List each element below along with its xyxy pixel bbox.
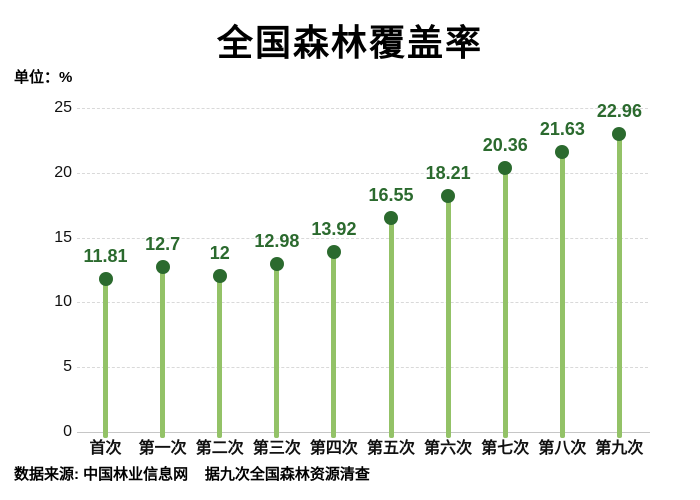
x-tick-label: 第五次 [367, 440, 416, 457]
data-value-label: 18.21 [425, 162, 471, 183]
y-tick-label: 0 [63, 423, 72, 440]
lollipop-dot [612, 127, 627, 142]
lollipop-dot [155, 260, 170, 275]
gridline [77, 172, 648, 174]
lollipop-stem [388, 215, 394, 438]
data-value-label: 12.7 [145, 234, 181, 255]
lollipop-dot [384, 210, 399, 225]
y-tick-label: 10 [54, 293, 72, 311]
lollipop-stem [217, 274, 223, 438]
x-tick-label: 第七次 [481, 440, 530, 457]
data-value-label: 12 [209, 243, 230, 264]
x-tick-label: 首次 [89, 440, 122, 457]
x-tick-label: 第九次 [595, 440, 644, 457]
y-tick-label: 20 [54, 163, 72, 181]
lollipop-stem [160, 265, 166, 438]
x-tick-label: 第八次 [538, 440, 587, 457]
lollipop-stem [502, 166, 508, 438]
data-value-label: 11.81 [83, 245, 128, 266]
lollipop-dot [326, 244, 341, 259]
gridline [77, 302, 648, 304]
x-tick-label: 第三次 [252, 440, 301, 457]
y-tick-label: 25 [54, 99, 72, 116]
lollipop-dot [212, 269, 227, 284]
y-tick-label: 15 [54, 228, 72, 246]
lollipop-stem [331, 249, 337, 438]
lollipop-dot [555, 144, 570, 159]
lollipop-stem [274, 261, 280, 438]
x-tick-label: 第二次 [195, 440, 244, 457]
gridline [77, 237, 648, 239]
lollipop-stem [559, 149, 565, 438]
x-tick-label: 第六次 [424, 440, 473, 457]
data-value-label: 16.55 [368, 184, 414, 205]
x-tick-label: 第一次 [138, 440, 187, 457]
x-tick-label: 第四次 [309, 440, 358, 457]
lollipop-dot [269, 256, 284, 271]
y-tick-label: 5 [63, 358, 72, 376]
gridline [77, 108, 648, 109]
gridline [77, 367, 648, 369]
lollipop-stem [103, 276, 109, 438]
lollipop-dot [98, 271, 113, 286]
chart-title: 全国森林覆盖率 [216, 22, 483, 63]
lollipop-dot [498, 161, 513, 176]
x-axis-line [77, 432, 650, 433]
lollipop-stem [616, 132, 622, 438]
lollipop-dot [441, 188, 456, 203]
data-value-label: 13.92 [311, 218, 357, 239]
source-note: 数据来源: 中国林业信息网 据九次全国森林资源清查 [14, 466, 370, 483]
data-value-label: 21.63 [539, 118, 585, 139]
unit-label: 单位：% [14, 69, 73, 86]
data-value-label: 20.36 [482, 135, 528, 156]
data-value-label: 12.98 [254, 230, 300, 251]
lollipop-stem [445, 193, 451, 438]
data-value-label: 22.96 [596, 101, 642, 122]
